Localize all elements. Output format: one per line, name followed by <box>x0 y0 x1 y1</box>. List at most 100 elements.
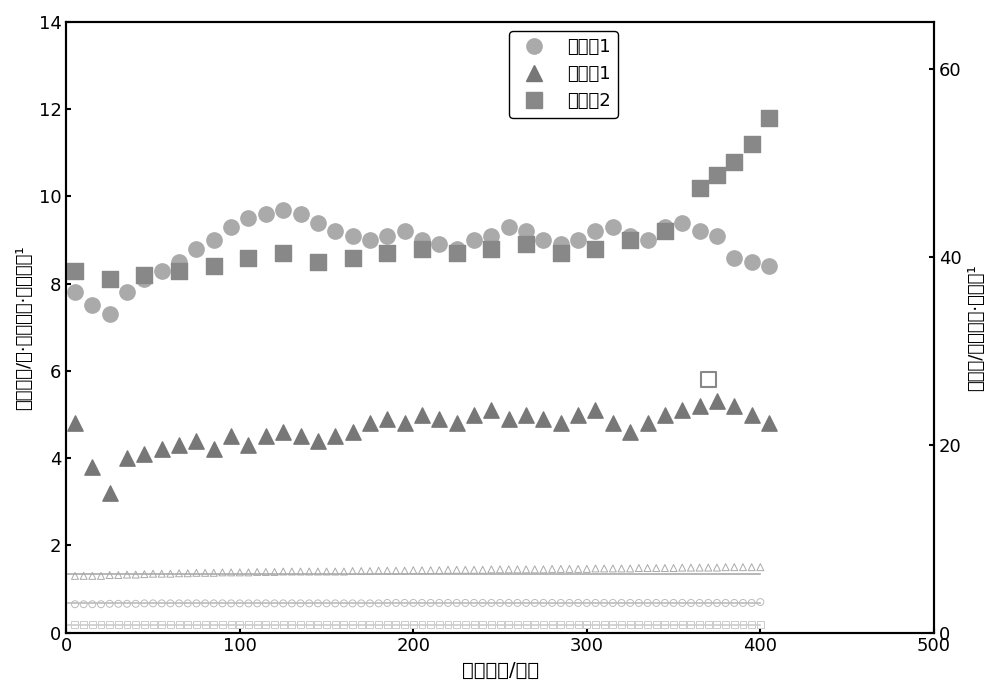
Point <box>692 226 708 237</box>
Point <box>709 562 725 573</box>
Point <box>605 563 621 574</box>
Point <box>553 239 569 250</box>
Point <box>67 265 83 276</box>
Point <box>154 265 170 276</box>
Point <box>180 619 196 630</box>
Point <box>84 571 100 582</box>
Point <box>388 619 404 630</box>
Point <box>154 444 170 455</box>
Point <box>570 234 586 245</box>
Point <box>293 208 309 220</box>
Point <box>535 619 551 630</box>
Point <box>449 247 465 259</box>
Point <box>310 566 326 577</box>
Point <box>475 619 491 630</box>
Point <box>657 222 673 233</box>
Point <box>319 566 335 577</box>
Point <box>640 418 656 429</box>
Point <box>267 619 283 630</box>
Point <box>752 562 768 573</box>
Point <box>171 265 187 276</box>
Point <box>518 226 534 237</box>
Point <box>327 431 343 442</box>
Point <box>197 619 213 630</box>
Point <box>449 243 465 254</box>
Point <box>726 562 742 573</box>
Point <box>197 598 213 609</box>
Point <box>128 619 144 630</box>
Point <box>587 226 603 237</box>
Point <box>735 619 751 630</box>
Point <box>397 598 413 609</box>
Point <box>587 404 603 416</box>
Point <box>431 564 447 575</box>
Point <box>188 435 204 446</box>
Point <box>102 487 118 498</box>
Point <box>223 619 239 630</box>
Point <box>449 418 465 429</box>
Point <box>709 396 725 407</box>
Point <box>605 619 621 630</box>
Point <box>353 619 369 630</box>
Point <box>596 563 612 574</box>
Point <box>188 619 204 630</box>
Point <box>240 439 256 450</box>
Point <box>683 598 699 609</box>
Point <box>345 427 361 438</box>
Point <box>162 598 178 609</box>
Point <box>657 598 673 609</box>
Point <box>431 619 447 630</box>
Point <box>379 230 395 241</box>
Point <box>674 562 690 573</box>
Point <box>501 222 517 233</box>
Point <box>692 598 708 609</box>
Point <box>492 619 508 630</box>
Point <box>440 564 456 575</box>
Point <box>692 182 708 193</box>
Point <box>501 414 517 425</box>
Point <box>466 409 482 420</box>
Point <box>171 568 187 579</box>
Point <box>353 598 369 609</box>
Point <box>258 598 274 609</box>
Point <box>362 418 378 429</box>
Point <box>232 619 248 630</box>
Point <box>683 562 699 573</box>
Point <box>596 598 612 609</box>
Point <box>319 619 335 630</box>
Point <box>84 598 100 610</box>
Point <box>327 619 343 630</box>
Point <box>449 598 465 609</box>
Point <box>518 239 534 250</box>
Point <box>110 569 126 580</box>
Point <box>414 564 430 575</box>
Point <box>353 566 369 577</box>
Point <box>136 569 152 580</box>
Point <box>631 619 647 630</box>
Point <box>483 243 499 254</box>
Point <box>336 566 352 577</box>
Point <box>249 598 265 609</box>
Point <box>570 619 586 630</box>
Point <box>709 169 725 180</box>
Point <box>657 226 673 237</box>
Point <box>102 619 118 630</box>
Point <box>648 619 664 630</box>
Point <box>371 598 387 609</box>
Point <box>275 427 291 438</box>
Point <box>709 619 725 630</box>
Point <box>752 619 768 630</box>
Point <box>232 598 248 609</box>
Point <box>397 226 413 237</box>
Point <box>145 568 161 579</box>
Point <box>553 418 569 429</box>
Point <box>457 619 473 630</box>
Point <box>718 562 734 573</box>
Point <box>666 598 682 609</box>
Point <box>553 564 569 575</box>
Point <box>622 598 638 609</box>
Point <box>579 619 595 630</box>
Point <box>284 598 300 609</box>
Point <box>188 243 204 254</box>
Point <box>310 256 326 268</box>
